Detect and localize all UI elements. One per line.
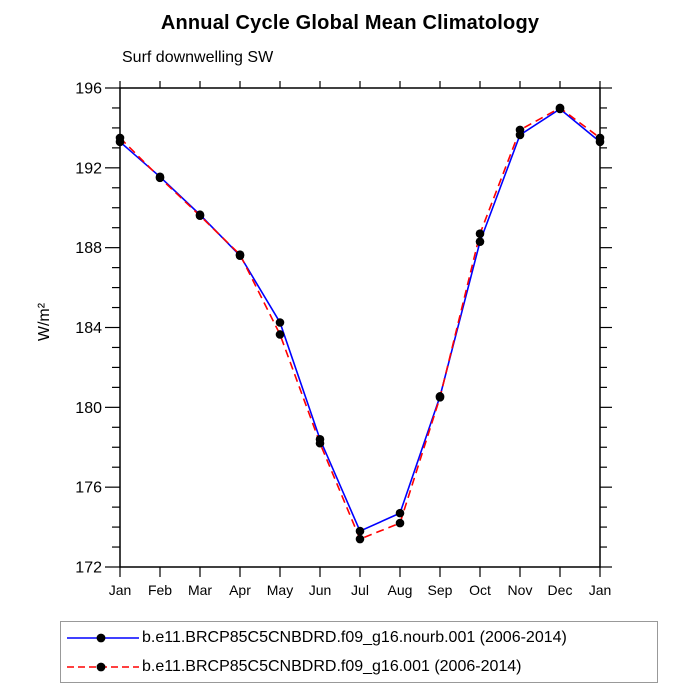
svg-text:Feb: Feb (148, 582, 172, 598)
svg-text:196: 196 (75, 81, 102, 98)
series-line-1 (119, 107, 601, 541)
svg-text:180: 180 (75, 400, 102, 417)
svg-text:May: May (267, 582, 293, 598)
legend-label-001: b.e11.BRCP85C5CNBDRD.f09_g16.001 (2006-2… (142, 657, 522, 675)
svg-text:176: 176 (75, 480, 102, 497)
svg-text:188: 188 (75, 240, 102, 257)
series-markers-1 (115, 103, 605, 544)
svg-text:Jul: Jul (351, 582, 369, 598)
x-axis-tick-labels: Jan Feb Mar Apr May Jun Jul Aug Sep Oct Nov Dec Jan (109, 582, 612, 598)
svg-text:Jan: Jan (589, 582, 612, 598)
svg-text:172: 172 (75, 560, 102, 577)
legend-line-sample-solid-icon (67, 633, 139, 642)
plot-frame (119, 87, 601, 568)
svg-text:184: 184 (75, 320, 102, 337)
svg-text:Nov: Nov (508, 582, 533, 598)
chart-title: Annual Cycle Global Mean Climatology (160, 12, 540, 34)
legend-item-nourb-001: b.e11.BRCP85C5CNBDRD.f09_g16.nourb.001 (… (67, 623, 657, 652)
legend-label-nourb-001: b.e11.BRCP85C5CNBDRD.f09_g16.nourb.001 (… (142, 628, 567, 646)
legend: b.e11.BRCP85C5CNBDRD.f09_g16.nourb.001 (… (60, 621, 658, 683)
svg-text:Aug: Aug (388, 582, 413, 598)
svg-text:Oct: Oct (469, 582, 491, 598)
legend-item-001: b.e11.BRCP85C5CNBDRD.f09_g16.001 (2006-2… (67, 652, 657, 681)
svg-text:192: 192 (75, 160, 102, 177)
chart-subtitle: Surf downwelling SW (122, 49, 274, 66)
svg-text:Dec: Dec (548, 582, 573, 598)
series-markers-0 (115, 104, 605, 536)
series-line-0 (119, 107, 601, 533)
y-axis-tick-labels: 172 176 180 184 188 192 196 (75, 81, 102, 577)
svg-text:Jun: Jun (309, 582, 332, 598)
svg-text:Apr: Apr (229, 582, 251, 598)
axis-ticks (105, 81, 612, 577)
legend-line-sample-dashed-icon (67, 662, 139, 671)
svg-text:Mar: Mar (188, 582, 212, 598)
svg-text:Jan: Jan (109, 582, 132, 598)
svg-text:Sep: Sep (428, 582, 453, 598)
